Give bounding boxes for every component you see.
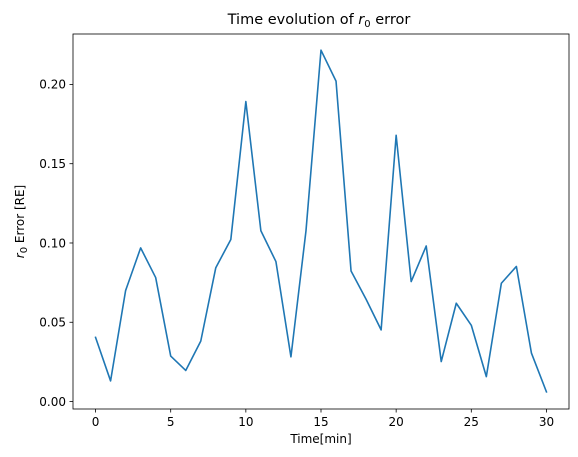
y-tick-label: 0.20	[39, 78, 66, 92]
series-line	[94, 49, 548, 393]
x-tick-label: 20	[389, 415, 404, 429]
chart-title-variable: r	[358, 12, 365, 28]
x-tick-label: 30	[539, 415, 554, 429]
x-tick-label: 10	[238, 415, 253, 429]
y-axis-label: r0 Error [RE]	[13, 185, 30, 258]
y-axis-label-subscript: 0	[19, 247, 30, 253]
chart-title-suffix: error	[371, 12, 411, 28]
plot-area: 0 5 10 15 20 25 30 0.00 0.05 0.10 0.15 0.20	[39, 33, 570, 429]
y-tick-label: 0.15	[39, 157, 66, 171]
y-axis: 0.00 0.05 0.10 0.15 0.20	[39, 78, 73, 409]
chart-title: Time evolution of r0 error	[227, 12, 411, 30]
x-axis: 0 5 10 15 20 25 30	[92, 409, 554, 429]
x-tick-label: 15	[313, 415, 328, 429]
y-tick-label: 0.00	[39, 395, 66, 409]
y-axis-label-suffix: Error [RE]	[13, 185, 27, 247]
x-axis-label: Time[min]	[289, 432, 351, 446]
chart-title-subscript: 0	[364, 19, 370, 30]
y-axis-label-variable: r	[13, 252, 27, 258]
y-tick-label: 0.05	[39, 316, 66, 330]
chart-title-prefix: Time evolution of	[227, 12, 359, 28]
y-tick-label: 0.10	[39, 236, 66, 250]
series-layer	[94, 49, 548, 393]
x-tick-label: 25	[464, 415, 479, 429]
x-tick-label: 5	[167, 415, 175, 429]
x-tick-label: 0	[92, 415, 100, 429]
